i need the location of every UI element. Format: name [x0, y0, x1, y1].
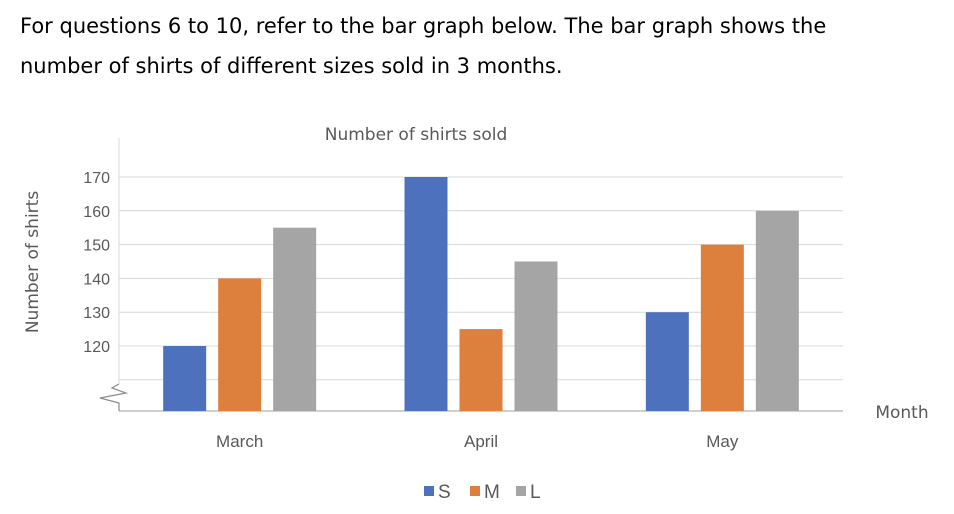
category-labels: March April May	[216, 432, 739, 451]
category-label: March	[216, 432, 263, 451]
bar-s-may	[645, 312, 689, 411]
legend-swatch-l	[516, 486, 526, 496]
bar-s-march	[163, 346, 207, 411]
y-tick-label: 130	[83, 305, 110, 322]
bar-m-may	[700, 244, 744, 411]
axis-break-symbol	[99, 383, 129, 411]
y-tick-label: 170	[83, 170, 110, 187]
legend-label-s: S	[438, 482, 451, 503]
chart-title: Number of shirts sold	[325, 125, 508, 145]
legend-label-m: M	[484, 482, 500, 503]
bars	[163, 177, 799, 411]
bar-l-april	[514, 261, 558, 411]
y-tick-label: 150	[83, 238, 110, 255]
legend-swatch-s	[424, 486, 434, 496]
legend-label-l: L	[530, 482, 541, 503]
bar-m-march	[218, 278, 262, 411]
bar-l-may	[755, 210, 799, 411]
legend-swatch-m	[470, 486, 480, 496]
y-tick-labels: 120 130 140 150 160 170	[83, 170, 110, 356]
y-axis-title: Number of shirts	[23, 191, 43, 333]
bar-m-april	[459, 329, 503, 411]
x-axis-title: Month	[875, 403, 928, 423]
y-tick-label: 120	[83, 339, 110, 356]
category-label: April	[464, 432, 498, 451]
question-prompt: For questions 6 to 10, refer to the bar …	[20, 6, 940, 86]
prompt-line-2: number of shirts of different sizes sold…	[20, 54, 563, 78]
bar-l-march	[273, 227, 317, 411]
y-tick-label: 160	[83, 204, 110, 221]
y-tick-label: 140	[83, 271, 110, 288]
category-label: May	[706, 432, 739, 451]
bar-s-april	[404, 177, 448, 411]
prompt-line-1: For questions 6 to 10, refer to the bar …	[20, 14, 827, 38]
